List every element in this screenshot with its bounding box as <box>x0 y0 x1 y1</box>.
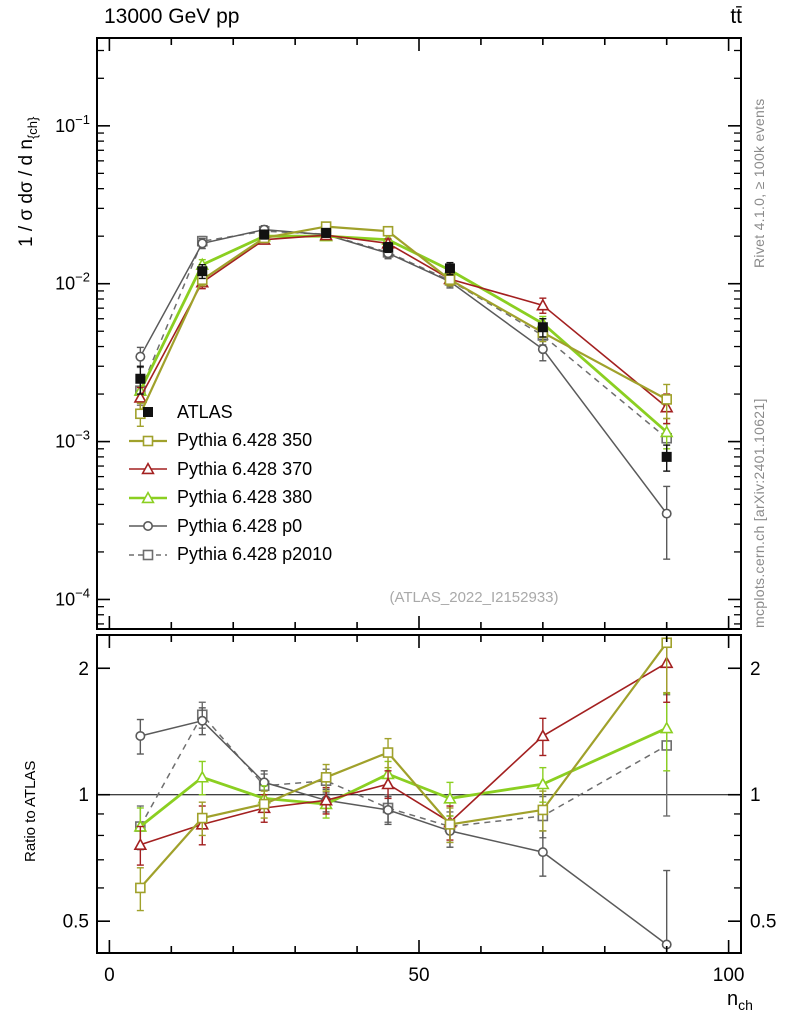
series-pythia-6.428-350-main <box>135 221 672 427</box>
y-tick-label: 10−1 <box>55 112 90 136</box>
legend-label: Pythia 6.428 p0 <box>177 515 303 536</box>
rivet-version-note: Rivet 4.1.0, ≥ 100k events <box>751 98 767 268</box>
legend-item-pythia-350: Pythia 6.428 350 <box>128 430 332 452</box>
y-tick-label: 10−4 <box>55 585 90 609</box>
ratio-tick-label: 2 <box>750 659 761 680</box>
legend-item-atlas: ATLAS <box>128 401 332 423</box>
plot-title-energy: 13000 GeV pp <box>104 5 240 28</box>
dashed-square-marker-icon <box>129 549 167 560</box>
x-tick-label: 0 <box>104 965 115 986</box>
legend-label: Pythia 6.428 p2010 <box>177 544 333 564</box>
mcplots-arxiv-note: mcplots.cern.ch [arXiv:2401.10621] <box>751 398 767 628</box>
open-triangle-marker-icon <box>129 490 167 503</box>
x-axis-label: nch <box>727 988 753 1013</box>
legend-label: ATLAS <box>177 401 233 422</box>
analysis-id-watermark: (ATLAS_2022_I2152933) <box>389 589 559 606</box>
x-tick-label: 50 <box>408 965 429 986</box>
series-pythia-6.428-p0-ratio <box>135 707 672 953</box>
y-tick-label: 10−3 <box>55 428 90 452</box>
panel-frame <box>96 634 742 954</box>
y-axis-label-ratio: Ratio to ATLAS <box>22 760 39 862</box>
legend: ATLAS Pythia 6.428 350 Pythia 6.428 370 … <box>128 401 332 572</box>
y-tick-label: 10−2 <box>55 270 90 294</box>
ratio-tick-label: 1 <box>750 785 761 806</box>
y-axis-label-sub: {ch} <box>24 116 40 140</box>
data-marker-icon <box>143 407 153 417</box>
x-tick-label: 100 <box>713 965 745 986</box>
legend-item-pythia-p0: Pythia 6.428 p0 <box>128 515 332 537</box>
legend-item-pythia-380: Pythia 6.428 380 <box>128 487 332 509</box>
ratio-tick-label: 1 <box>78 785 89 806</box>
legend-item-pythia-p2010: Pythia 6.428 p2010 <box>128 544 332 566</box>
y-axis-label-main: 1 / σ dσ / d n{ch} <box>16 117 40 247</box>
legend-item-pythia-370: Pythia 6.428 370 <box>128 458 332 480</box>
y-axis-label-text: 1 / σ dσ / d n <box>16 139 37 247</box>
plot-title-process: tt̄ <box>730 5 742 28</box>
ratio-tick-label: 0.5 <box>750 912 776 933</box>
open-circle-marker-icon <box>129 521 167 531</box>
legend-label: Pythia 6.428 380 <box>177 487 313 507</box>
ratio-tick-label: 2 <box>78 659 89 680</box>
x-axis-label-sub: ch <box>738 997 753 1013</box>
legend-label: Pythia 6.428 370 <box>177 458 313 479</box>
x-axis-label-text: n <box>727 988 739 1010</box>
series-atlas-main <box>135 227 672 472</box>
open-triangle-marker-icon <box>129 461 167 475</box>
series-pythia-6.428-370-ratio <box>133 635 674 866</box>
open-square-marker-icon <box>129 435 167 446</box>
ratio-tick-label: 0.5 <box>63 912 89 933</box>
series-pythia-6.428-350-ratio <box>135 635 672 912</box>
legend-label: Pythia 6.428 350 <box>177 430 313 450</box>
